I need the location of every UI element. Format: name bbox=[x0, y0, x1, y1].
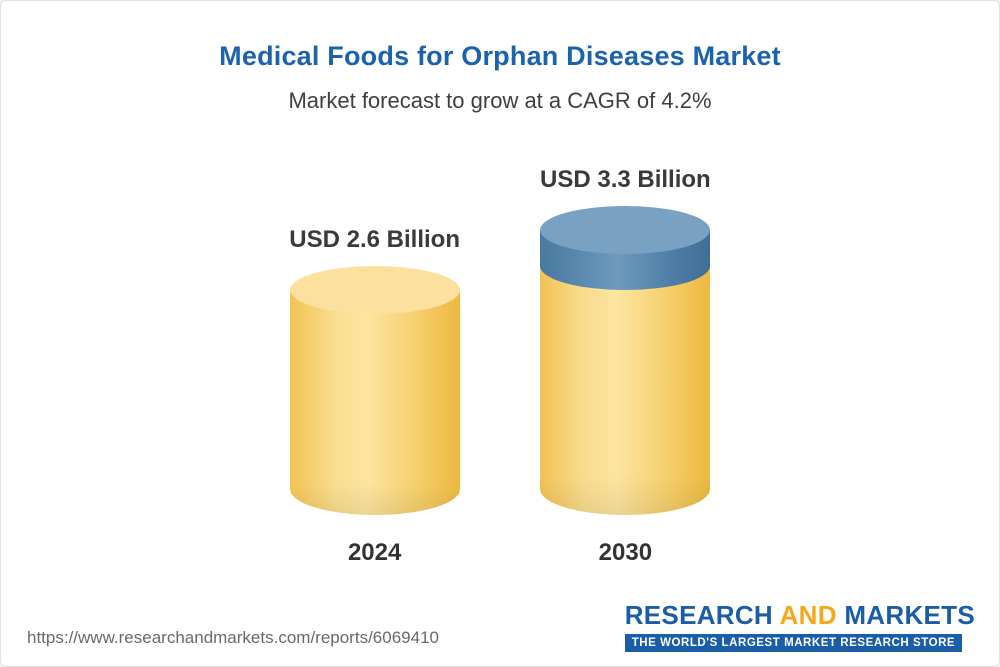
logo-wordmark: RESEARCH AND MARKETS bbox=[625, 600, 975, 631]
cylinder-2024-top-ellipse bbox=[289, 266, 460, 314]
year-label-2030: 2030 bbox=[598, 539, 653, 566]
value-label-2030: USD 3.3 Billion bbox=[540, 166, 711, 193]
cylinder-2024-side bbox=[289, 290, 460, 515]
cylinder-2030 bbox=[540, 206, 711, 515]
value-label-2024: USD 2.6 Billion bbox=[289, 226, 460, 253]
year-label-2024: 2024 bbox=[347, 539, 402, 566]
page-subtitle: Market forecast to grow at a CAGR of 4.2… bbox=[288, 88, 712, 113]
logo-word-research: RESEARCH bbox=[624, 600, 774, 630]
logo-word-and: AND bbox=[779, 600, 837, 630]
research-and-markets-logo: RESEARCH AND MARKETS THE WORLD'S LARGEST… bbox=[624, 600, 975, 652]
bar-group-2030: USD 3.3 Billion 2030 bbox=[540, 166, 711, 567]
chart-header: Medical Foods for Orphan Diseases Market… bbox=[1, 1, 999, 114]
bar-group-2024: USD 2.6 Billion 2024 bbox=[289, 226, 460, 567]
cylinder-2030-top-ellipse bbox=[540, 206, 711, 254]
logo-tagline: THE WORLD'S LARGEST MARKET RESEARCH STOR… bbox=[624, 634, 963, 652]
logo-word-markets: MARKETS bbox=[844, 600, 975, 630]
page-title: Medical Foods for Orphan Diseases Market bbox=[219, 41, 781, 71]
cylinder-2024 bbox=[289, 266, 460, 515]
bar-chart: USD 2.6 Billion 2024 USD 3.3 Billion 203… bbox=[1, 166, 999, 567]
source-url-link[interactable]: https://www.researchandmarkets.com/repor… bbox=[27, 628, 439, 647]
